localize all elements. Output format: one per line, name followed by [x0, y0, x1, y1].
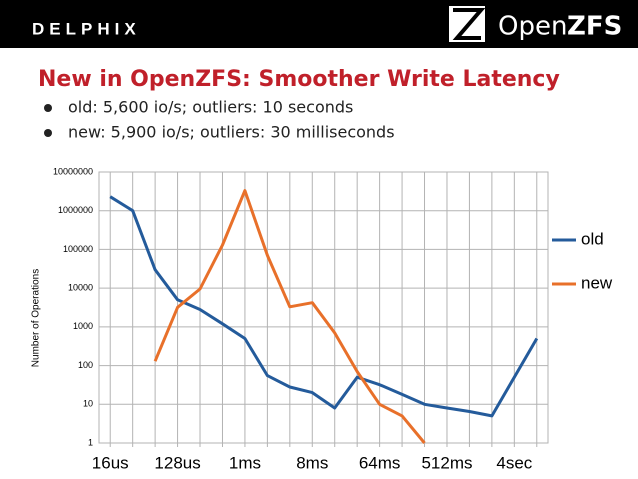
- header-band: [0, 0, 638, 48]
- legend-label: old: [581, 229, 604, 248]
- y-tick-label: 10: [83, 399, 93, 409]
- bullet-text: old: 5,600 io/s; outliers: 10 seconds: [68, 98, 353, 117]
- openzfs-logo-zfs: ZFS: [567, 12, 622, 42]
- x-tick-label: 512ms: [421, 453, 472, 472]
- plot-area: [98, 171, 549, 444]
- x-tick-label: 4sec: [496, 453, 532, 472]
- y-tick-label: 10000: [68, 283, 93, 293]
- y-tick-label: 100: [78, 360, 93, 370]
- y-tick-label: 100000: [63, 244, 93, 254]
- y-tick-label: 1000000: [58, 205, 93, 215]
- y-tick-label: 1000: [73, 321, 93, 331]
- x-tick-label: 8ms: [296, 453, 328, 472]
- series-line: [153, 189, 426, 444]
- bullet-dot: [44, 104, 52, 112]
- openzfs-logo-open: Open: [498, 12, 567, 42]
- x-tick-label: 1ms: [229, 453, 261, 472]
- x-tick-label: 128us: [154, 453, 200, 472]
- series-line: [109, 195, 539, 418]
- y-tick-label: 10000000: [53, 166, 93, 176]
- x-tick-label: 16us: [92, 453, 129, 472]
- delphix-logo: DELPHIX: [32, 19, 141, 38]
- slide-title: New in OpenZFS: Smoother Write Latency: [38, 67, 560, 92]
- y-tick-label: 1: [88, 437, 93, 447]
- openzfs-icon-mark: [452, 8, 486, 40]
- y-axis-label: Number of Operations: [31, 269, 42, 367]
- bullet-dot: [44, 129, 52, 137]
- bullet-text: new: 5,900 io/s; outliers: 30 millisecon…: [68, 123, 395, 142]
- legend-label: new: [581, 273, 613, 292]
- x-tick-label: 64ms: [359, 453, 401, 472]
